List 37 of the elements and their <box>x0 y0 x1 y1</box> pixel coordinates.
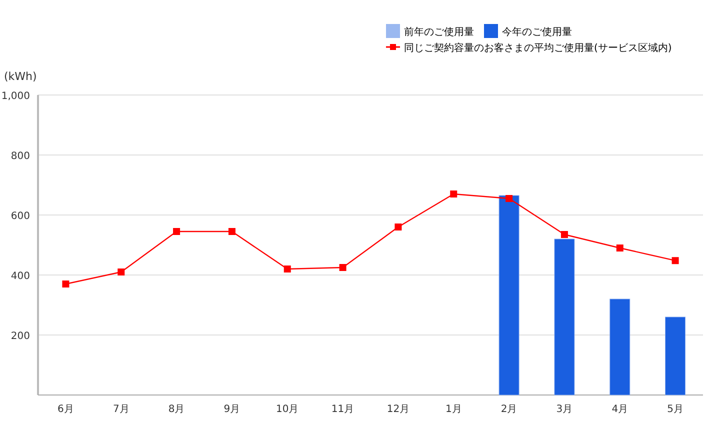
x-tick-label: 9月 <box>224 404 240 415</box>
legend-label: 同じご契約容量のお客さまの平均ご使用量(サービス区域内) <box>404 42 672 54</box>
legend-label: 今年のご使用量 <box>502 26 572 38</box>
bar <box>665 316 686 396</box>
x-tick-label: 3月 <box>556 404 573 415</box>
bar <box>498 195 520 396</box>
point <box>339 264 346 271</box>
point <box>506 195 513 202</box>
legend-label: 前年のご使用量 <box>404 26 474 38</box>
y-tick-label: 600 <box>10 211 30 222</box>
point <box>394 224 402 230</box>
x-tick-label: 6月 <box>58 404 74 415</box>
x-tick-label: 12月 <box>386 404 410 415</box>
y-tick-label: 400 <box>10 271 30 282</box>
y-tick-label: 800 <box>10 151 30 162</box>
x-tick-label: 10月 <box>276 404 299 415</box>
y-tick-label: 1,000 <box>1 91 30 102</box>
point <box>616 244 624 252</box>
y-tick-label: 200 <box>10 331 30 342</box>
point <box>62 280 70 288</box>
point <box>672 257 679 264</box>
x-tick-label: 11月 <box>331 404 354 415</box>
x-tick-label: 8月 <box>168 404 185 415</box>
x-tick-label: 2月 <box>500 404 518 415</box>
point <box>118 268 125 276</box>
point <box>284 266 291 272</box>
x-tick-label: 5月 <box>667 404 684 415</box>
x-tick-label: 4月 <box>612 404 628 415</box>
bar <box>554 238 575 396</box>
bar <box>610 298 630 396</box>
point <box>450 190 458 198</box>
x-tick-label: 7月 <box>112 404 130 415</box>
point <box>228 228 236 235</box>
point <box>173 228 180 235</box>
x-tick-label: 1月 <box>445 404 462 415</box>
point <box>560 231 568 238</box>
y-axis-title: (kWh) <box>4 70 37 83</box>
